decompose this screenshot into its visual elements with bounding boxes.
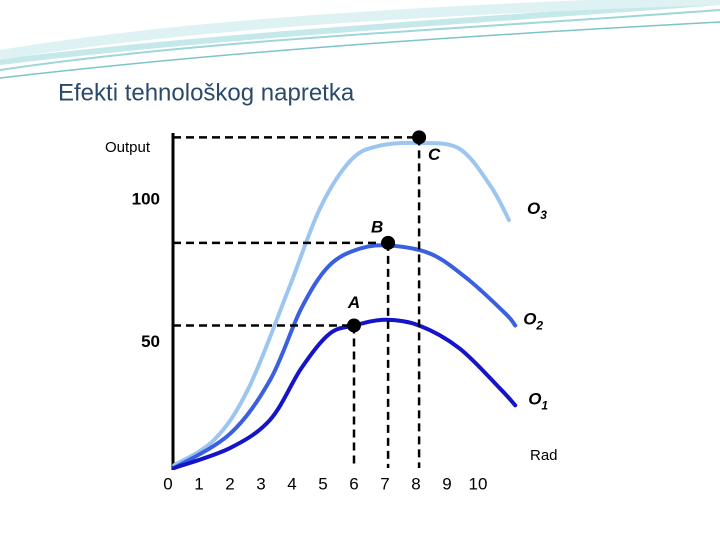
x-tick-label: 1 <box>194 474 203 493</box>
curve-label: O3 <box>527 199 547 222</box>
curve-label-name: O <box>523 310 536 329</box>
point-label: C <box>428 145 441 164</box>
x-tick-label: 7 <box>380 474 389 493</box>
curve <box>172 243 518 470</box>
curve <box>172 140 511 468</box>
y-tick-label: 50 <box>141 332 160 351</box>
x-tick-label: 9 <box>442 474 451 493</box>
point-label: A <box>347 293 360 312</box>
x-tick-label: 6 <box>349 474 358 493</box>
point-label: B <box>371 217 383 236</box>
y-axis-label: Output <box>105 139 151 156</box>
curve-label: O1 <box>528 390 548 413</box>
top-decoration <box>0 0 720 79</box>
slide-title: Efekti tehnološkog napretka <box>58 79 355 106</box>
curve-label-subscript: 3 <box>540 208 547 222</box>
x-axis-label: Rad <box>530 447 558 464</box>
y-tick-label: 100 <box>132 190 160 209</box>
curve-label-subscript: 1 <box>541 398 548 412</box>
x-tick-label: 2 <box>225 474 234 493</box>
curve-label-subscript: 2 <box>535 319 543 333</box>
curve <box>172 317 518 470</box>
point <box>347 318 361 333</box>
x-tick-label: 5 <box>318 474 327 493</box>
x-tick-label: 3 <box>256 474 265 493</box>
curve-label-name: O <box>527 199 540 218</box>
point <box>381 235 396 250</box>
curve-label: O2 <box>523 310 543 333</box>
x-tick-label: 0 <box>163 474 172 493</box>
x-tick-label: 4 <box>287 474 296 493</box>
curve-label-name: O <box>528 390 541 409</box>
point <box>412 130 427 145</box>
x-tick-label: 10 <box>469 474 488 493</box>
x-tick-label: 8 <box>411 474 420 493</box>
